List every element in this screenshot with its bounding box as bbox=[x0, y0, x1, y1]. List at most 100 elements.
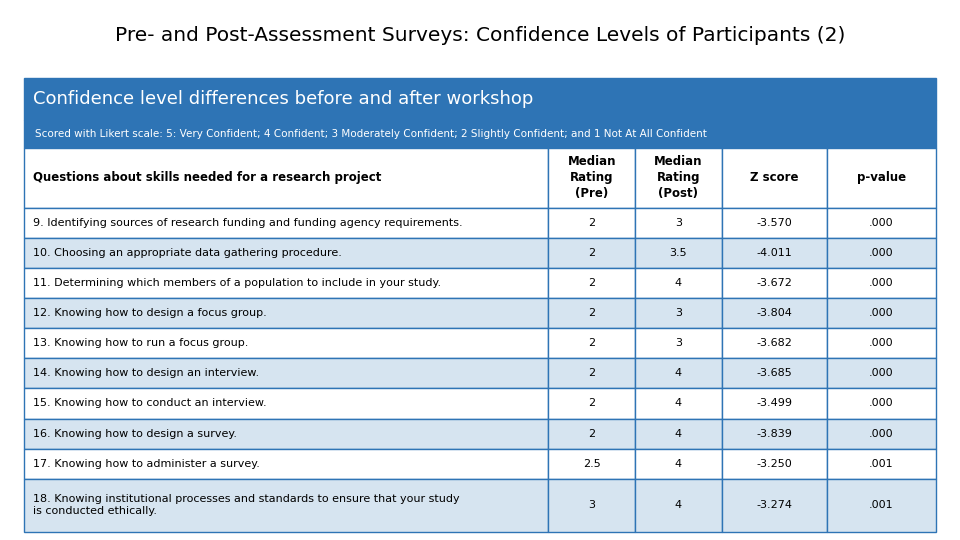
Bar bbox=[24, 148, 548, 208]
Text: -3.685: -3.685 bbox=[756, 368, 792, 379]
Bar bbox=[722, 359, 827, 388]
Text: p-value: p-value bbox=[856, 171, 906, 184]
Bar bbox=[636, 298, 722, 328]
Bar bbox=[24, 268, 548, 298]
Bar bbox=[722, 208, 827, 238]
Text: 12. Knowing how to design a focus group.: 12. Knowing how to design a focus group. bbox=[33, 308, 267, 318]
Bar bbox=[827, 418, 936, 449]
Bar bbox=[548, 418, 636, 449]
Text: -3.839: -3.839 bbox=[756, 429, 792, 438]
Text: 4: 4 bbox=[675, 368, 682, 379]
Bar bbox=[548, 478, 636, 532]
Bar bbox=[827, 148, 936, 208]
Text: -3.672: -3.672 bbox=[756, 278, 792, 288]
Bar bbox=[827, 359, 936, 388]
Text: .000: .000 bbox=[869, 248, 894, 258]
Text: 2: 2 bbox=[588, 368, 595, 379]
Bar bbox=[827, 208, 936, 238]
Bar bbox=[24, 238, 548, 268]
Bar bbox=[24, 208, 548, 238]
Bar bbox=[636, 478, 722, 532]
Bar bbox=[722, 328, 827, 359]
Text: Questions about skills needed for a research project: Questions about skills needed for a rese… bbox=[33, 171, 381, 184]
Text: Pre- and Post-Assessment Surveys: Confidence Levels of Participants (2): Pre- and Post-Assessment Surveys: Confid… bbox=[115, 25, 845, 45]
Bar bbox=[722, 478, 827, 532]
Text: Median
Rating
(Pre): Median Rating (Pre) bbox=[567, 156, 616, 200]
Bar bbox=[827, 449, 936, 478]
Text: -3.570: -3.570 bbox=[756, 218, 792, 228]
Text: 14. Knowing how to design an interview.: 14. Knowing how to design an interview. bbox=[33, 368, 259, 379]
Text: .000: .000 bbox=[869, 429, 894, 438]
Bar bbox=[636, 388, 722, 418]
Bar bbox=[636, 238, 722, 268]
Bar bbox=[827, 268, 936, 298]
Bar bbox=[827, 328, 936, 359]
Bar bbox=[548, 328, 636, 359]
Bar bbox=[548, 208, 636, 238]
Text: -3.250: -3.250 bbox=[756, 458, 792, 469]
Bar bbox=[722, 449, 827, 478]
Text: .000: .000 bbox=[869, 338, 894, 348]
Text: 2: 2 bbox=[588, 338, 595, 348]
Bar bbox=[548, 238, 636, 268]
Bar bbox=[827, 298, 936, 328]
Bar bbox=[636, 359, 722, 388]
Bar bbox=[827, 388, 936, 418]
Text: 2: 2 bbox=[588, 278, 595, 288]
Text: .001: .001 bbox=[869, 458, 894, 469]
Bar bbox=[722, 418, 827, 449]
Text: -3.499: -3.499 bbox=[756, 399, 792, 408]
Text: 4: 4 bbox=[675, 458, 682, 469]
Text: .000: .000 bbox=[869, 218, 894, 228]
Text: 3: 3 bbox=[675, 218, 682, 228]
Bar bbox=[24, 78, 936, 120]
Text: 16. Knowing how to design a survey.: 16. Knowing how to design a survey. bbox=[33, 429, 237, 438]
Bar bbox=[24, 298, 548, 328]
Text: 15. Knowing how to conduct an interview.: 15. Knowing how to conduct an interview. bbox=[33, 399, 267, 408]
Text: -4.011: -4.011 bbox=[756, 248, 792, 258]
Text: 2: 2 bbox=[588, 218, 595, 228]
Text: 3: 3 bbox=[588, 500, 595, 510]
Bar bbox=[722, 388, 827, 418]
Text: -3.804: -3.804 bbox=[756, 308, 792, 318]
Text: 10. Choosing an appropriate data gathering procedure.: 10. Choosing an appropriate data gatheri… bbox=[33, 248, 342, 258]
Text: .000: .000 bbox=[869, 308, 894, 318]
Bar bbox=[24, 478, 548, 532]
Text: Z score: Z score bbox=[750, 171, 799, 184]
Text: 4: 4 bbox=[675, 278, 682, 288]
Bar bbox=[636, 268, 722, 298]
Text: 2: 2 bbox=[588, 308, 595, 318]
Text: 18. Knowing institutional processes and standards to ensure that your study
is c: 18. Knowing institutional processes and … bbox=[33, 494, 460, 516]
Text: 3: 3 bbox=[675, 308, 682, 318]
Bar bbox=[548, 148, 636, 208]
Bar bbox=[24, 359, 548, 388]
Text: .000: .000 bbox=[869, 278, 894, 288]
Text: 3.5: 3.5 bbox=[669, 248, 687, 258]
Bar bbox=[827, 478, 936, 532]
Text: Median
Rating
(Post): Median Rating (Post) bbox=[654, 156, 703, 200]
Bar bbox=[827, 238, 936, 268]
Bar bbox=[548, 449, 636, 478]
Bar bbox=[636, 328, 722, 359]
Text: 2: 2 bbox=[588, 248, 595, 258]
Bar bbox=[636, 208, 722, 238]
Bar bbox=[548, 298, 636, 328]
Text: .000: .000 bbox=[869, 368, 894, 379]
Bar bbox=[636, 449, 722, 478]
Text: 17. Knowing how to administer a survey.: 17. Knowing how to administer a survey. bbox=[33, 458, 260, 469]
Text: -3.682: -3.682 bbox=[756, 338, 792, 348]
Text: 4: 4 bbox=[675, 500, 682, 510]
Bar bbox=[24, 328, 548, 359]
Bar bbox=[722, 268, 827, 298]
Bar bbox=[24, 388, 548, 418]
Text: 13. Knowing how to run a focus group.: 13. Knowing how to run a focus group. bbox=[33, 338, 249, 348]
Text: 11. Determining which members of a population to include in your study.: 11. Determining which members of a popul… bbox=[33, 278, 442, 288]
Text: -3.274: -3.274 bbox=[756, 500, 792, 510]
Text: 2: 2 bbox=[588, 429, 595, 438]
Bar bbox=[722, 238, 827, 268]
Bar bbox=[636, 148, 722, 208]
Bar bbox=[548, 359, 636, 388]
Bar bbox=[722, 298, 827, 328]
Bar bbox=[548, 388, 636, 418]
Text: Scored with Likert scale: 5: Very Confident; 4 Confident; 3 Moderately Confident: Scored with Likert scale: 5: Very Confid… bbox=[35, 129, 707, 139]
